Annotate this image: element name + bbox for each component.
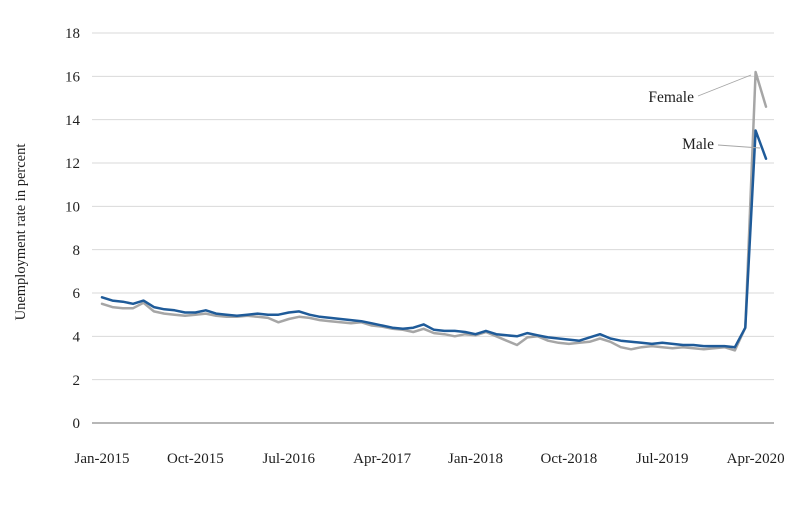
x-tick-label-Oct-2015: Oct-2015 xyxy=(167,451,224,467)
y-axis-title: Unemployment rate in percent xyxy=(13,144,29,321)
y-tick-label-16: 16 xyxy=(65,70,81,86)
male-series-line xyxy=(100,129,768,349)
y-tick-label-8: 8 xyxy=(73,243,81,259)
x-tick-label-Jul-2016: Jul-2016 xyxy=(263,451,316,467)
gridlines-group xyxy=(92,32,774,424)
y-tick-labels-group: 0 2 4 6 8 10 12 14 16 18 xyxy=(65,26,81,432)
x-tick-label-Jan-2015: Jan-2015 xyxy=(75,451,130,467)
x-tick-label-Jul-2019: Jul-2019 xyxy=(636,451,689,467)
y-tick-label-18: 18 xyxy=(65,26,80,42)
annotation-female-label: Female xyxy=(648,89,694,106)
series-lines-group xyxy=(100,70,768,352)
y-tick-label-2: 2 xyxy=(73,373,81,389)
annotation-male-label: Male xyxy=(682,136,714,153)
y-tick-label-4: 4 xyxy=(73,330,81,346)
x-tick-label-Jan-2018: Jan-2018 xyxy=(448,451,503,467)
y-tick-label-10: 10 xyxy=(65,200,80,216)
y-tick-label-6: 6 xyxy=(73,286,81,302)
y-tick-label-12: 12 xyxy=(65,156,80,172)
y-tick-label-14: 14 xyxy=(65,113,81,129)
y-tick-label-0: 0 xyxy=(73,416,81,432)
male-annotation-leader-line xyxy=(717,144,761,149)
female-annotation-leader-line xyxy=(697,74,752,97)
x-tick-label-Apr-2017: Apr-2017 xyxy=(353,451,412,467)
x-tick-labels-group: Jan-2015 Oct-2015 Jul-2016 Apr-2017 Jan-2018… xyxy=(75,451,785,467)
x-tick-label-Apr-2020: Apr-2020 xyxy=(727,451,785,467)
female-series-line xyxy=(100,70,768,352)
x-tick-label-Oct-2018: Oct-2018 xyxy=(541,451,598,467)
